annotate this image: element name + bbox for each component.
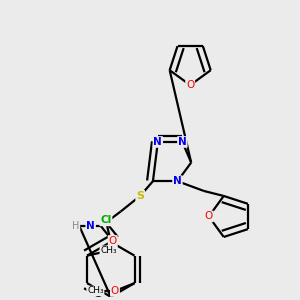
Text: CH₃: CH₃ [87, 286, 104, 296]
Text: O: O [111, 286, 119, 296]
Text: O: O [109, 236, 117, 246]
Text: N: N [86, 221, 95, 231]
Text: H: H [72, 221, 80, 231]
Text: N: N [154, 137, 162, 147]
Text: N: N [173, 176, 182, 186]
Text: O: O [205, 212, 213, 221]
Text: N: N [178, 137, 187, 147]
Text: O: O [186, 80, 194, 90]
Text: S: S [136, 191, 144, 201]
Text: CH₃: CH₃ [100, 246, 117, 255]
Text: Cl: Cl [100, 215, 112, 225]
